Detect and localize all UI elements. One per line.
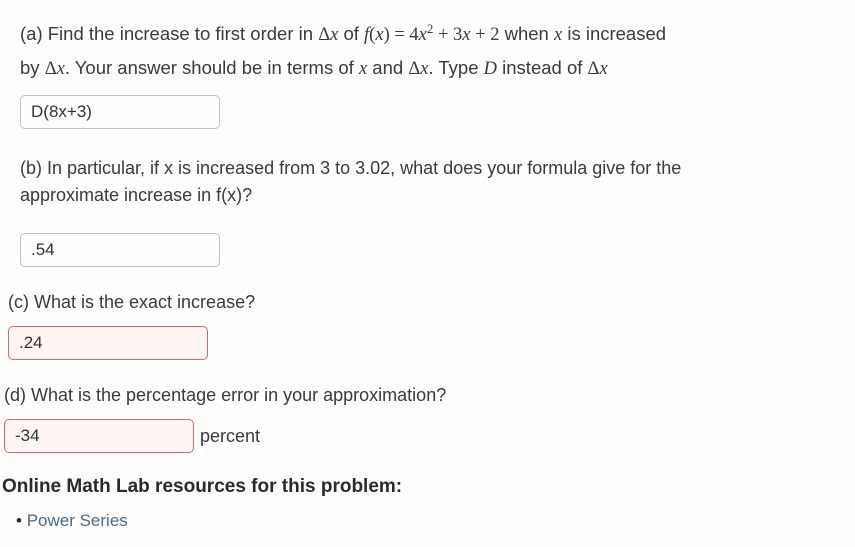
a-text-1: (a) Find the increase to first order in [20, 23, 318, 44]
a-delta3: Δx [408, 59, 428, 79]
a-func: f(x) = 4x2 + 3x + 2 [364, 25, 499, 45]
a-inc: is increased [562, 23, 666, 44]
a-when: when [499, 23, 554, 44]
c-line: (c) What is the exact increase? [8, 292, 255, 312]
b-line2: approximate increase in f(x)? [20, 185, 252, 205]
resources-title: Online Math Lab resources for this probl… [2, 476, 402, 497]
resources-heading: Online Math Lab resources for this probl… [2, 473, 835, 533]
a-line2-1: by [20, 57, 45, 78]
a-delta1: Δx [318, 25, 338, 45]
a-x2: x [359, 59, 367, 79]
percent-label: percent [200, 423, 260, 450]
part-d-text: (d) What is the percentage error in your… [4, 382, 835, 409]
a-and: and [367, 57, 408, 78]
part-d-input[interactable] [4, 419, 194, 453]
a-delta4: Δx [588, 59, 608, 79]
power-series-link[interactable]: Power Series [27, 511, 128, 530]
a-of: of [338, 23, 364, 44]
part-c-input[interactable] [8, 326, 208, 360]
part-a-text: (a) Find the increase to first order in … [20, 18, 835, 85]
a-x: x [554, 25, 562, 45]
a-line2-3: . Type [428, 57, 483, 78]
a-line2-2: . Your answer should be in terms of [65, 57, 359, 78]
part-b-input[interactable] [20, 233, 220, 267]
a-D: D [484, 59, 497, 79]
d-line: (d) What is the percentage error in your… [4, 385, 446, 405]
part-c-text: (c) What is the exact increase? [8, 289, 835, 316]
part-a-input[interactable] [20, 95, 220, 129]
a-instead: instead of [497, 57, 588, 78]
b-line1: (b) In particular, if x is increased fro… [20, 158, 681, 178]
a-delta2: Δx [45, 59, 65, 79]
part-b-text: (b) In particular, if x is increased fro… [20, 155, 835, 209]
